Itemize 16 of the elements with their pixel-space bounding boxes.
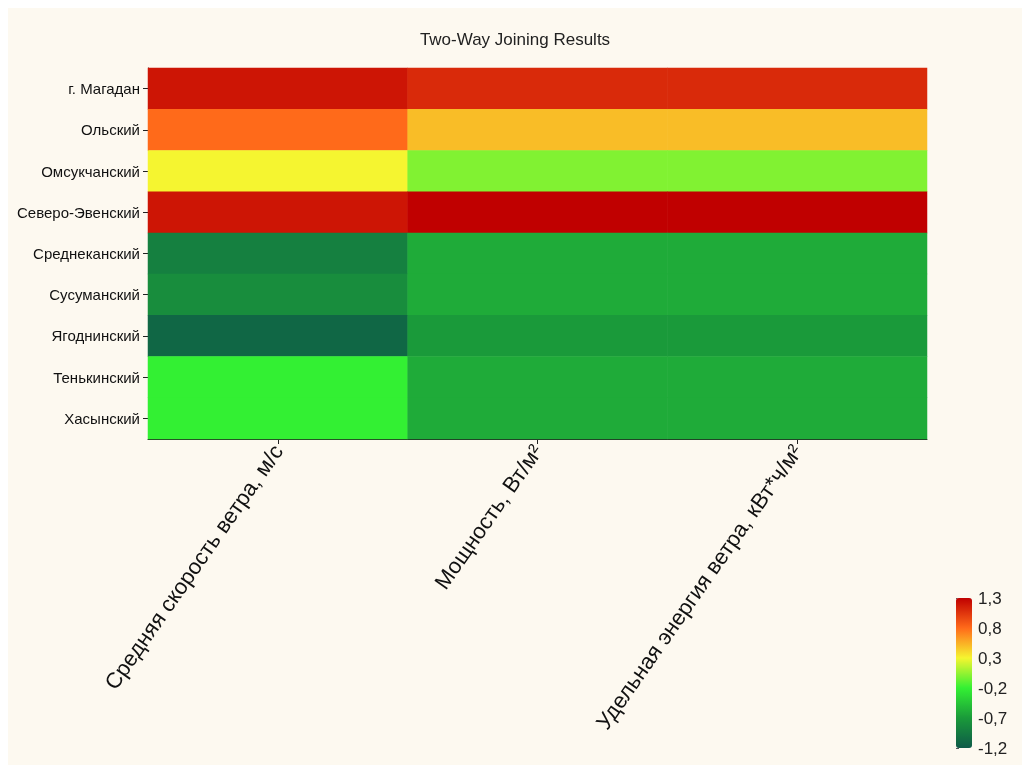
color-bar-label: 0,3 — [978, 648, 1002, 668]
y-tick-label: Ольский — [81, 121, 140, 139]
color-bar-label: -1,2 — [978, 738, 1008, 758]
y-tick-label: Сусуманский — [49, 286, 140, 304]
y-tick-label: Омсукчанский — [41, 162, 140, 180]
color-bar-label: -0,2 — [978, 678, 1008, 698]
y-tick-label: Северо-Эвенский — [16, 203, 140, 221]
y-tick-label: Среднеканский — [33, 245, 140, 262]
y-tick-label: Тенькинский — [53, 368, 140, 386]
y-tick-label: г. Магадан — [68, 80, 140, 98]
y-tick-label: Хасынский — [64, 409, 140, 427]
chart-title: Two-Way Joining Results — [419, 30, 611, 49]
y-tick-label: Ягоднинский — [51, 327, 140, 345]
color-bar-label: 1,3 — [978, 588, 1002, 608]
color-bar-label: -0,7 — [978, 708, 1008, 728]
color-bar-label: 0,8 — [978, 618, 1002, 638]
